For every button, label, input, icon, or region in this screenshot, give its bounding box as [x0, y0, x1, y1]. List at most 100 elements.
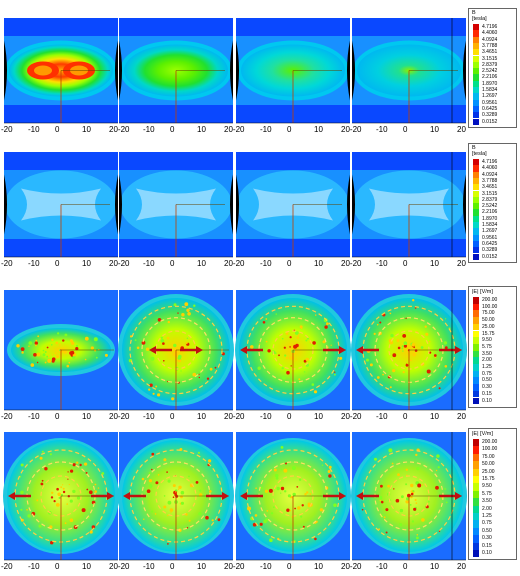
x-tick-label: 10	[430, 412, 439, 421]
field-speckle	[60, 486, 63, 489]
current-arrowhead	[222, 492, 229, 500]
field-speckle	[50, 541, 54, 545]
field-speckle	[40, 482, 44, 486]
field-speckle	[269, 538, 273, 542]
colorbar-value: 4.4060	[482, 30, 498, 37]
colorbar-swatch	[473, 118, 479, 125]
field-speckle	[20, 490, 24, 495]
field-speckle	[208, 459, 212, 463]
colorbar-swatch	[473, 476, 479, 484]
field-speckle	[409, 504, 412, 506]
field-speckle	[193, 304, 196, 307]
colorbar-swatch	[473, 498, 479, 506]
field-speckle	[405, 468, 408, 471]
field-speckle	[72, 489, 76, 494]
field-speckle	[172, 496, 175, 499]
colorbar-swatch	[473, 343, 479, 351]
field-speckle	[72, 463, 76, 467]
colorbar-swatch	[473, 439, 479, 447]
field-speckle	[167, 500, 172, 505]
field-speckle	[66, 503, 68, 505]
field-speckle	[406, 344, 410, 348]
field-speckle	[405, 500, 409, 504]
x-tick-label: 0	[403, 259, 408, 268]
x-tick-label: 20	[457, 259, 466, 268]
field-speckle	[399, 508, 404, 513]
field-speckle	[26, 509, 28, 511]
field-speckle	[334, 371, 336, 373]
x-tick-label: 20-20	[341, 259, 362, 268]
field-speckle	[58, 496, 61, 499]
field-speckle	[428, 501, 430, 503]
field-speckle	[180, 370, 182, 372]
field-speckle	[401, 347, 404, 350]
field-speckle	[282, 375, 286, 380]
gap-shadow	[463, 174, 466, 235]
field-speckle	[46, 355, 49, 358]
colorbar-value: 3.4651	[482, 49, 498, 56]
x-tick-label: 10	[430, 125, 439, 134]
field-speckle	[376, 323, 379, 326]
colorbar-swatch	[473, 222, 479, 229]
field-speckle	[396, 339, 400, 342]
colorbar-swatch	[473, 228, 479, 235]
field-speckle	[67, 471, 69, 473]
x-tick-label: 0	[287, 412, 292, 421]
colorbar-value: 2.00	[482, 505, 492, 512]
field-speckle	[293, 344, 298, 349]
field-speckle	[209, 367, 213, 371]
e-colorbar: |E| [V/m] 200.00 100.00 75.00 50.00 25.00 15.…	[468, 286, 517, 408]
field-speckle	[75, 347, 79, 351]
gap-shadow	[352, 40, 355, 101]
colorbar-swatch	[473, 184, 479, 191]
field-speckle	[177, 312, 179, 314]
gap-shadow	[119, 174, 122, 235]
x-tick-label: 10	[197, 412, 206, 421]
field-speckle	[445, 501, 448, 504]
field-speckle	[405, 363, 409, 367]
field-speckle	[290, 365, 292, 367]
field-speckle	[27, 514, 31, 518]
colorbar-value: 200.00	[482, 297, 498, 303]
field-speckle	[163, 458, 167, 462]
e-colorbar-title: |E| [V/m]	[472, 289, 493, 295]
field-speckle	[265, 340, 268, 343]
x-tick-label: -10	[28, 259, 40, 268]
colorbar-value: 0.75	[482, 370, 492, 377]
colorbar-value: 1.5834	[482, 87, 498, 93]
field-speckle	[403, 341, 408, 346]
colorbar-value: 100.00	[482, 446, 498, 453]
field-speckle	[55, 503, 60, 507]
x-tick-label: 0	[170, 562, 175, 571]
field-speckle	[136, 346, 140, 350]
field-speckle	[297, 506, 301, 510]
field-speckle	[405, 483, 408, 486]
field-speckle	[177, 488, 180, 490]
field-speckle	[152, 392, 155, 395]
colorbar-swatch	[473, 468, 479, 476]
colorbar-value: 9.50	[482, 337, 492, 344]
colorbar-swatch	[473, 461, 479, 469]
colorbar-value: 0.0152	[482, 118, 498, 125]
colorbar-swatch	[473, 453, 479, 462]
field-speckle	[412, 490, 415, 493]
field-speckle	[414, 349, 418, 352]
colorbar-value: 0.9561	[482, 99, 498, 106]
field-speckle	[170, 512, 172, 514]
field-speckle	[20, 347, 25, 351]
field-speckle	[195, 481, 199, 484]
field-speckle	[57, 332, 60, 335]
field-speckle	[410, 483, 414, 488]
x-tick-label: 10	[314, 259, 323, 268]
field-speckle	[333, 503, 337, 508]
colorbar-value: 2.5242	[482, 203, 498, 210]
field-speckle	[289, 336, 292, 339]
field-speckle	[51, 354, 54, 356]
field-speckle	[150, 356, 155, 361]
field-speckle	[42, 353, 46, 357]
field-speckle	[177, 356, 181, 360]
colorbar-swatch	[473, 384, 479, 391]
field-speckle	[16, 344, 20, 348]
field-speckle	[272, 506, 275, 509]
colorbar-swatch	[473, 105, 479, 113]
